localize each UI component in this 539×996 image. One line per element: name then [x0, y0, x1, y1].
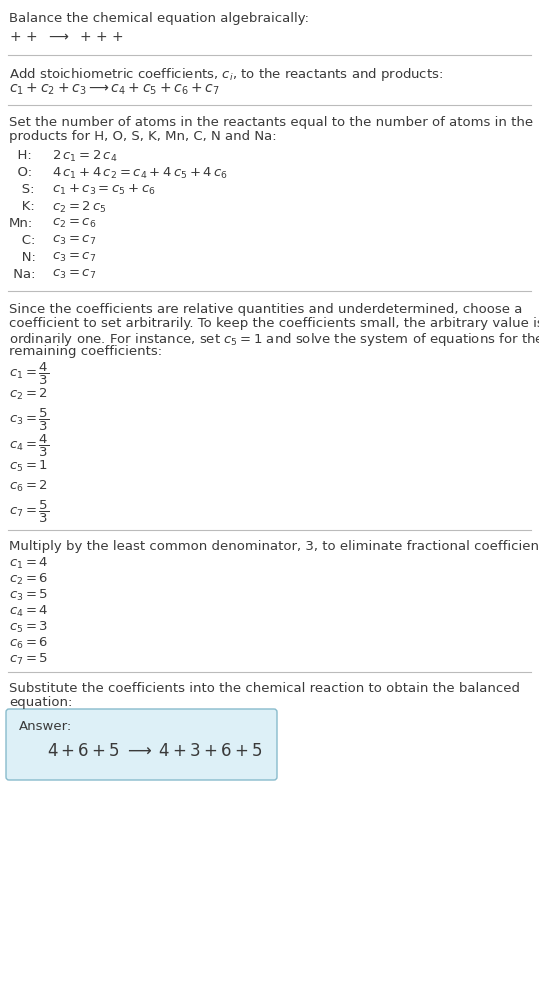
- Text: $c_5 = 3$: $c_5 = 3$: [9, 620, 48, 635]
- Text: S:: S:: [9, 183, 34, 196]
- Text: $c_3 = 5$: $c_3 = 5$: [9, 588, 48, 604]
- Text: $c_2 = 2\,c_5$: $c_2 = 2\,c_5$: [52, 200, 107, 215]
- Text: Substitute the coefficients into the chemical reaction to obtain the balanced: Substitute the coefficients into the che…: [9, 682, 520, 695]
- Text: $c_2 = 2$: $c_2 = 2$: [9, 387, 48, 402]
- Text: Mn:: Mn:: [9, 217, 33, 230]
- Text: $c_5 = 1$: $c_5 = 1$: [9, 459, 48, 474]
- Text: C:: C:: [9, 234, 36, 247]
- Text: $c_1 + c_3 = c_5 + c_6$: $c_1 + c_3 = c_5 + c_6$: [52, 183, 156, 197]
- Text: products for H, O, S, K, Mn, C, N and Na:: products for H, O, S, K, Mn, C, N and Na…: [9, 130, 277, 143]
- Text: $c_7 = \dfrac{5}{3}$: $c_7 = \dfrac{5}{3}$: [9, 499, 49, 525]
- Text: Multiply by the least common denominator, 3, to eliminate fractional coefficient: Multiply by the least common denominator…: [9, 540, 539, 553]
- Text: $c_6 = 2$: $c_6 = 2$: [9, 479, 48, 494]
- Text: $c_2 = 6$: $c_2 = 6$: [9, 572, 49, 587]
- Text: $c_3 = c_7$: $c_3 = c_7$: [52, 251, 96, 264]
- Text: Answer:: Answer:: [19, 720, 72, 733]
- Text: Na:: Na:: [9, 268, 36, 281]
- Text: N:: N:: [9, 251, 36, 264]
- Text: $4\,c_1 + 4\,c_2 = c_4 + 4\,c_5 + 4\,c_6$: $4\,c_1 + 4\,c_2 = c_4 + 4\,c_5 + 4\,c_6…: [52, 166, 228, 181]
- Text: $2\,c_1 = 2\,c_4$: $2\,c_1 = 2\,c_4$: [52, 149, 118, 164]
- Text: ordinarily one. For instance, set $c_5 = 1$ and solve the system of equations fo: ordinarily one. For instance, set $c_5 =…: [9, 331, 539, 348]
- Text: $c_3 = c_7$: $c_3 = c_7$: [52, 268, 96, 281]
- Text: $c_4 = \dfrac{4}{3}$: $c_4 = \dfrac{4}{3}$: [9, 433, 49, 459]
- Text: $c_3 = \dfrac{5}{3}$: $c_3 = \dfrac{5}{3}$: [9, 407, 49, 433]
- Text: Set the number of atoms in the reactants equal to the number of atoms in the: Set the number of atoms in the reactants…: [9, 116, 533, 129]
- Text: $c_4 = 4$: $c_4 = 4$: [9, 604, 49, 620]
- Text: $c_3 = c_7$: $c_3 = c_7$: [52, 234, 96, 247]
- Text: $4 + 6 + 5 \;\longrightarrow\; 4 + 3 + 6 + 5$: $4 + 6 + 5 \;\longrightarrow\; 4 + 3 + 6…: [47, 742, 263, 760]
- Text: remaining coefficients:: remaining coefficients:: [9, 345, 162, 358]
- Text: K:: K:: [9, 200, 34, 213]
- Text: H:: H:: [9, 149, 32, 162]
- Text: $c_6 = 6$: $c_6 = 6$: [9, 636, 49, 651]
- Text: O:: O:: [9, 166, 32, 179]
- Text: Add stoichiometric coefficients, $c_i$, to the reactants and products:: Add stoichiometric coefficients, $c_i$, …: [9, 66, 443, 83]
- FancyBboxPatch shape: [6, 709, 277, 780]
- Text: $c_1 = 4$: $c_1 = 4$: [9, 556, 49, 571]
- Text: + +  $\longrightarrow$  + + +: + + $\longrightarrow$ + + +: [9, 30, 124, 44]
- Text: Balance the chemical equation algebraically:: Balance the chemical equation algebraica…: [9, 12, 309, 25]
- Text: Since the coefficients are relative quantities and underdetermined, choose a: Since the coefficients are relative quan…: [9, 303, 522, 316]
- Text: $c_7 = 5$: $c_7 = 5$: [9, 652, 48, 667]
- Text: coefficient to set arbitrarily. To keep the coefficients small, the arbitrary va: coefficient to set arbitrarily. To keep …: [9, 317, 539, 330]
- Text: equation:: equation:: [9, 696, 72, 709]
- Text: $c_1 + c_2 + c_3 \longrightarrow c_4 + c_5 + c_6 + c_7$: $c_1 + c_2 + c_3 \longrightarrow c_4 + c…: [9, 82, 220, 98]
- Text: $c_2 = c_6$: $c_2 = c_6$: [52, 217, 96, 230]
- Text: $c_1 = \dfrac{4}{3}$: $c_1 = \dfrac{4}{3}$: [9, 361, 49, 387]
